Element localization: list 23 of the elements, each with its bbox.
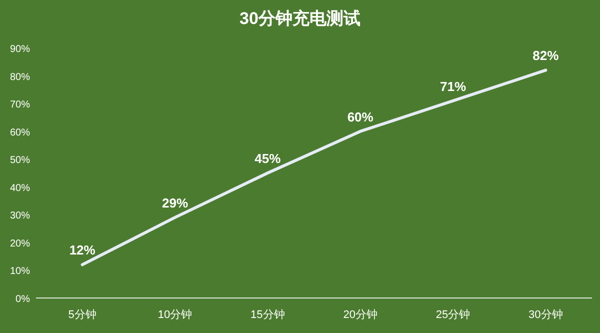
x-tick-label: 5分钟 [68, 309, 96, 321]
x-tick-label: 15分钟 [250, 309, 285, 321]
x-tick-label: 25分钟 [436, 309, 470, 321]
text: 45% [254, 151, 281, 166]
y-tick-label: 40% [10, 182, 30, 194]
y-tick-label: 10% [10, 266, 30, 278]
text: 71% [440, 78, 466, 94]
x-tick-label: 30分钟 [528, 309, 563, 321]
x-tick-label: 20分钟 [343, 309, 378, 321]
y-tick-label: 70% [10, 100, 30, 111]
text: 60% [347, 109, 374, 124]
y-tick-label: 30% [10, 210, 30, 222]
x-tick-label: 10分钟 [158, 309, 192, 321]
y-tick-label: 50% [10, 155, 30, 166]
y-tick-label: 60% [10, 127, 30, 138]
text: 29% [162, 195, 188, 210]
text: 82% [532, 48, 559, 64]
text: 12% [69, 242, 96, 258]
y-tick-label: 20% [10, 238, 30, 250]
y-tick-label: 80% [10, 72, 30, 83]
chart-title: 30分钟充电测试 [240, 9, 360, 28]
y-tick-label: 0% [16, 294, 30, 305]
y-tick-label: 90% [10, 44, 30, 55]
